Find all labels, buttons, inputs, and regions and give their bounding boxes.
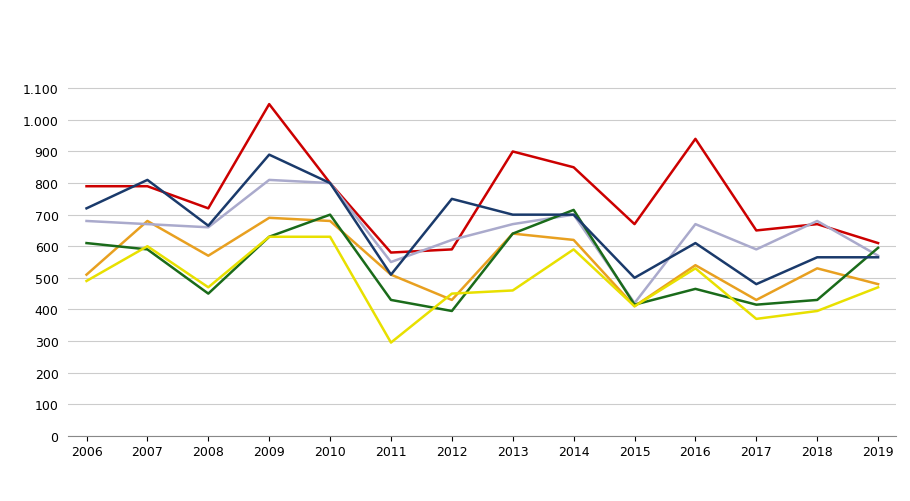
Retz: [629, 304, 640, 310]
Retz: [386, 340, 397, 346]
Hohenau an der March: [325, 212, 336, 218]
Wr. Neustadt: [81, 218, 92, 224]
Wr. Neustadt: [264, 177, 275, 183]
Wr. Neustadt: [690, 221, 701, 227]
St. Pölten: [629, 221, 640, 227]
Krems an der Donau: [142, 218, 153, 224]
Zwettl-Niederösterreich: [203, 223, 214, 229]
Hohenau an der March: [812, 297, 823, 303]
Wr. Neustadt: [325, 181, 336, 187]
Text: Jahresniederschlag (in mm) 2006–2019: Jahresniederschlag (in mm) 2006–2019: [258, 18, 652, 35]
Line: Hohenau an der March: Hohenau an der March: [86, 210, 878, 311]
Line: Zwettl-Niederösterreich: Zwettl-Niederösterreich: [86, 155, 878, 285]
Retz: [264, 234, 275, 240]
Zwettl-Niederösterreich: [81, 206, 92, 212]
Retz: [203, 285, 214, 291]
St. Pölten: [203, 206, 214, 212]
St. Pölten: [568, 165, 579, 171]
Wr. Neustadt: [507, 221, 518, 227]
Hohenau an der March: [751, 302, 762, 308]
Hohenau an der March: [447, 308, 458, 314]
Krems an der Donau: [81, 272, 92, 278]
Retz: [568, 247, 579, 253]
Wr. Neustadt: [142, 221, 153, 227]
St. Pölten: [812, 221, 823, 227]
St. Pölten: [386, 250, 397, 256]
Krems an der Donau: [568, 237, 579, 243]
Wr. Neustadt: [447, 237, 458, 243]
Krems an der Donau: [751, 297, 762, 303]
St. Pölten: [507, 149, 518, 155]
Krems an der Donau: [690, 263, 701, 269]
Line: Wr. Neustadt: Wr. Neustadt: [86, 180, 878, 304]
Zwettl-Niederösterreich: [751, 282, 762, 288]
Zwettl-Niederösterreich: [873, 255, 884, 261]
Wr. Neustadt: [751, 247, 762, 253]
Line: St. Pölten: St. Pölten: [86, 105, 878, 253]
Retz: [690, 266, 701, 272]
Retz: [812, 308, 823, 314]
St. Pölten: [325, 181, 336, 187]
Hohenau an der March: [629, 302, 640, 308]
Hohenau an der March: [690, 286, 701, 292]
Krems an der Donau: [203, 253, 214, 259]
Zwettl-Niederösterreich: [447, 196, 458, 202]
St. Pölten: [264, 102, 275, 108]
Hohenau an der March: [203, 291, 214, 297]
Wr. Neustadt: [386, 260, 397, 266]
Krems an der Donau: [873, 282, 884, 288]
Hohenau an der March: [873, 245, 884, 252]
Zwettl-Niederösterreich: [507, 212, 518, 218]
Krems an der Donau: [264, 215, 275, 221]
Zwettl-Niederösterreich: [629, 275, 640, 281]
Hohenau an der March: [264, 234, 275, 240]
Hohenau an der March: [507, 231, 518, 237]
Zwettl-Niederösterreich: [568, 212, 579, 218]
St. Pölten: [447, 247, 458, 253]
St. Pölten: [873, 240, 884, 246]
Krems an der Donau: [447, 297, 458, 303]
Hohenau an der March: [386, 297, 397, 303]
Wr. Neustadt: [568, 212, 579, 218]
Retz: [325, 234, 336, 240]
St. Pölten: [751, 228, 762, 234]
St. Pölten: [142, 184, 153, 190]
Line: Krems an der Donau: Krems an der Donau: [86, 218, 878, 307]
Zwettl-Niederösterreich: [264, 152, 275, 158]
Zwettl-Niederösterreich: [690, 240, 701, 246]
Retz: [507, 288, 518, 294]
Krems an der Donau: [629, 304, 640, 310]
Wr. Neustadt: [629, 301, 640, 307]
Krems an der Donau: [507, 231, 518, 237]
Retz: [142, 243, 153, 249]
St. Pölten: [690, 137, 701, 143]
Zwettl-Niederösterreich: [386, 272, 397, 278]
Krems an der Donau: [386, 272, 397, 278]
Krems an der Donau: [325, 218, 336, 224]
Zwettl-Niederösterreich: [812, 255, 823, 261]
Krems an der Donau: [812, 266, 823, 272]
Retz: [873, 285, 884, 291]
Wr. Neustadt: [812, 218, 823, 224]
Hohenau an der March: [81, 240, 92, 246]
Line: Retz: Retz: [86, 237, 878, 343]
Wr. Neustadt: [873, 253, 884, 259]
Retz: [751, 316, 762, 322]
St. Pölten: [81, 184, 92, 190]
Wr. Neustadt: [203, 225, 214, 231]
Retz: [81, 279, 92, 285]
Retz: [447, 291, 458, 297]
Zwettl-Niederösterreich: [142, 177, 153, 183]
Hohenau an der March: [142, 247, 153, 253]
Hohenau an der March: [568, 207, 579, 213]
Zwettl-Niederösterreich: [325, 181, 336, 187]
